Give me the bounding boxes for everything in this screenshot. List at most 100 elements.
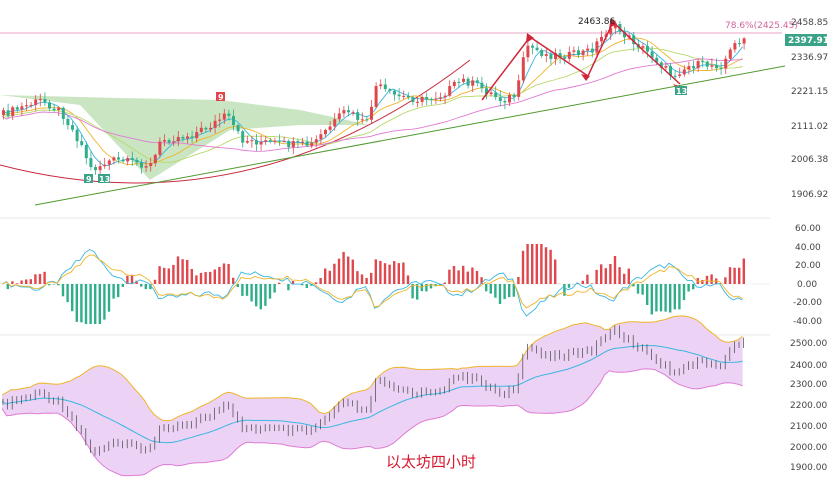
candle (61, 107, 65, 119)
candle (112, 157, 116, 161)
macd-bar (333, 263, 336, 284)
candle (209, 127, 212, 130)
zigzag-path (481, 20, 681, 101)
macd-bar (738, 267, 741, 284)
candle (738, 43, 741, 45)
candle (526, 45, 530, 58)
candle (678, 74, 682, 76)
candle (314, 139, 318, 143)
macd-bar (176, 256, 180, 284)
macd-bar (117, 284, 120, 298)
macd-bar (89, 284, 92, 324)
macd-bar (443, 282, 446, 284)
macd-bar (590, 283, 594, 284)
candle (227, 113, 231, 116)
boll-axis-tick: 2400.00 (790, 361, 827, 371)
macd-bar (11, 281, 14, 284)
macd-bar (250, 284, 253, 302)
candle (728, 49, 732, 59)
candles (2, 20, 746, 175)
candle (466, 78, 470, 86)
macd-bar (554, 259, 557, 284)
macd-bar (600, 264, 603, 284)
candle (535, 47, 539, 51)
boll-axis-tick: 2000.00 (790, 443, 827, 453)
macd-bar (489, 284, 492, 294)
candle (333, 119, 337, 127)
macd-bar (236, 284, 239, 288)
candle (416, 101, 419, 103)
boll-axis-tick: 2300.00 (790, 380, 827, 390)
macd-bar (360, 274, 364, 284)
macd-bar (567, 284, 571, 288)
macd-bar (6, 284, 9, 290)
candle (388, 89, 392, 91)
macd-bar (742, 258, 745, 284)
macd-bar (305, 284, 308, 288)
candle (190, 136, 194, 139)
macd-bar (222, 263, 226, 284)
macd-bar (613, 256, 617, 284)
arrowhead (609, 18, 617, 28)
macd-bar (549, 249, 552, 284)
candle (126, 158, 130, 162)
macd-bar (618, 267, 621, 284)
candle (650, 51, 654, 58)
candle (623, 31, 626, 38)
macd-bar (595, 269, 598, 284)
macd-bar (402, 262, 405, 284)
candle (153, 154, 157, 164)
candle (600, 36, 603, 42)
candle (25, 105, 28, 107)
macd-bar (471, 267, 474, 284)
candle (489, 92, 493, 95)
bollinger-lower (1, 368, 743, 477)
macd-bar (411, 284, 414, 299)
candle (296, 141, 300, 143)
candle (328, 126, 332, 130)
price-axis-tick: 2336.97 (791, 53, 828, 63)
macd-axis-tick: -20.00 (793, 298, 822, 308)
macd-bar (526, 244, 529, 284)
macd-axis-tick: 40.00 (795, 243, 821, 253)
candle (572, 50, 576, 52)
candle (383, 84, 387, 90)
macd-bar (498, 284, 502, 305)
macd-signal-line (1, 254, 743, 309)
macd-bar (153, 279, 157, 284)
macd-bar (623, 273, 626, 284)
pattern-wedge (0, 95, 370, 180)
macd-bar (71, 284, 74, 312)
price-axis-tick: 2221.15 (791, 87, 828, 97)
chart-caption: 以太坊四小时 (386, 453, 476, 471)
macd-bar (227, 263, 230, 284)
candle (531, 45, 534, 48)
macd-bar (701, 280, 704, 284)
candle (586, 48, 590, 51)
candle (66, 118, 70, 126)
macd-bar (75, 284, 78, 322)
macd-bar (167, 268, 170, 284)
candle (222, 113, 226, 120)
candle (347, 110, 350, 113)
macd-bar (531, 244, 534, 284)
macd-bar (29, 279, 32, 284)
macd-bar (48, 284, 51, 286)
moving-average-line (1, 47, 743, 163)
candle (641, 46, 645, 48)
macd-bar (512, 284, 515, 297)
macd-bar (687, 284, 690, 292)
candle (84, 144, 88, 159)
macd-axis-tick: 20.00 (795, 261, 821, 271)
macd-axis-tick: 0.00 (797, 280, 817, 290)
macd-bar (544, 247, 548, 284)
macd-bar (374, 259, 377, 284)
candle (508, 94, 511, 103)
candle (199, 127, 203, 133)
candle (443, 95, 447, 98)
candle (342, 110, 346, 114)
candle (554, 53, 557, 59)
candle (457, 81, 461, 83)
candle (402, 95, 406, 97)
candle (57, 107, 61, 111)
